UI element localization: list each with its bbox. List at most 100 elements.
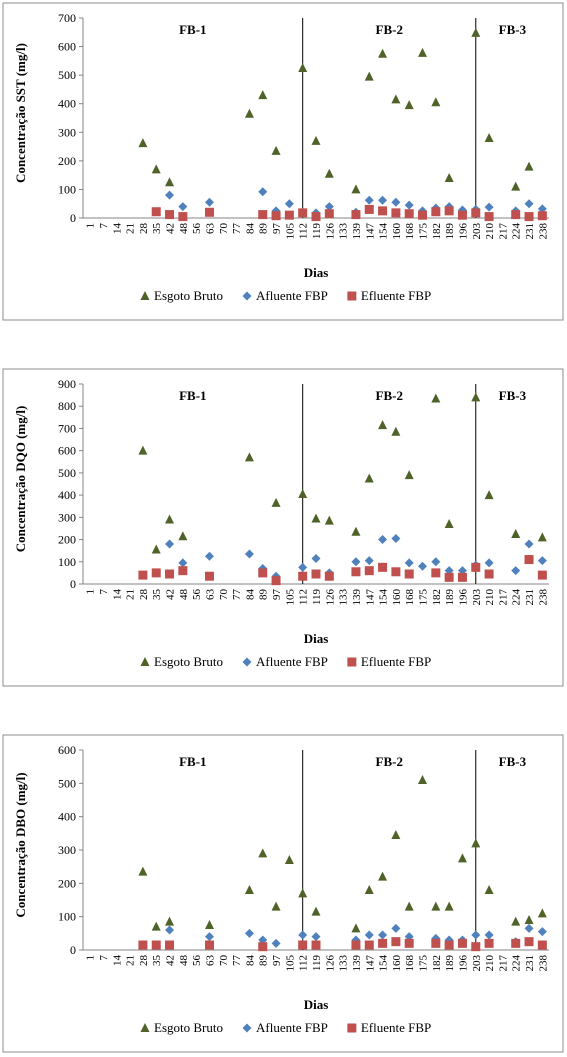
marker-diamond <box>378 535 388 545</box>
marker-triangle <box>138 138 148 148</box>
phase-label: FB-1 <box>179 22 206 37</box>
x-tick-label: 175 <box>418 223 430 240</box>
y-axis-title: Concentração SST (mg/l) <box>13 43 28 183</box>
x-tick-label: 97 <box>271 223 283 235</box>
x-tick-label: 63 <box>204 589 216 601</box>
y-tick-label: 400 <box>58 97 76 111</box>
y-tick-label: 100 <box>58 182 76 196</box>
marker-square <box>151 207 161 217</box>
marker-diamond <box>178 558 188 568</box>
x-tick-label: 203 <box>471 223 483 240</box>
marker-triangle <box>418 47 428 57</box>
x-axis-title: Dias <box>304 265 329 280</box>
marker-triangle <box>484 133 494 142</box>
x-tick-label: 21 <box>125 589 137 600</box>
x-tick-label: 231 <box>524 589 536 606</box>
marker-square <box>324 209 334 219</box>
marker-square <box>378 938 388 948</box>
marker-triangle <box>471 27 481 37</box>
marker-square <box>311 569 321 579</box>
phase-label: FB-1 <box>179 754 206 769</box>
marker-triangle <box>404 100 414 110</box>
marker-triangle <box>444 173 454 182</box>
marker-diamond <box>524 923 534 933</box>
marker-diamond <box>178 202 188 212</box>
marker-square <box>165 569 175 579</box>
y-tick-label: 300 <box>58 843 76 857</box>
x-tick-label: 147 <box>364 589 376 606</box>
x-tick-label: 1 <box>85 955 97 961</box>
x-tick-label: 126 <box>324 589 336 606</box>
y-tick-label: 0 <box>70 577 76 591</box>
marker-square <box>364 204 374 214</box>
marker-triangle <box>537 908 547 918</box>
marker-triangle <box>271 497 281 507</box>
y-tick-label: 800 <box>58 399 76 413</box>
x-tick-label: 7 <box>98 589 110 595</box>
marker-diamond <box>364 556 374 566</box>
x-tick-label: 126 <box>324 223 336 240</box>
marker-square <box>204 940 214 950</box>
x-tick-label: 1 <box>85 589 97 595</box>
x-tick-label: 14 <box>111 223 123 235</box>
marker-diamond <box>258 187 268 197</box>
marker-triangle <box>404 901 414 911</box>
marker-diamond <box>524 539 534 549</box>
marker-triangle <box>244 885 254 894</box>
x-tick-label: 84 <box>244 223 256 235</box>
x-tick-label: 112 <box>298 223 310 239</box>
x-tick-label: 48 <box>178 223 190 235</box>
phase-label: FB-3 <box>499 754 527 769</box>
x-tick-label: 196 <box>457 589 469 606</box>
marker-square <box>204 571 214 581</box>
x-tick-label: 231 <box>524 955 536 972</box>
marker-square <box>138 940 148 950</box>
y-tick-label: 500 <box>58 68 76 82</box>
marker-triangle <box>140 1023 150 1032</box>
y-tick-label: 500 <box>58 776 76 790</box>
marker-triangle <box>165 514 175 524</box>
marker-triangle <box>378 871 388 881</box>
x-tick-label: 28 <box>138 955 150 967</box>
marker-diamond <box>244 928 254 938</box>
x-tick-label: 238 <box>537 955 549 972</box>
x-tick-label: 168 <box>404 589 416 606</box>
marker-square <box>204 207 214 217</box>
marker-square <box>404 209 414 219</box>
marker-square <box>444 206 454 216</box>
marker-diamond <box>404 558 414 568</box>
marker-square <box>311 212 321 222</box>
marker-square <box>511 210 521 220</box>
x-tick-label: 154 <box>378 223 390 240</box>
x-tick-label: 224 <box>511 223 523 240</box>
marker-square <box>457 938 467 948</box>
x-tick-label: 89 <box>258 955 270 967</box>
marker-square <box>418 210 428 220</box>
marker-triangle <box>391 94 401 104</box>
marker-diamond <box>204 932 214 942</box>
marker-square <box>524 212 534 222</box>
x-tick-label: 56 <box>191 223 203 235</box>
marker-triangle <box>298 489 308 498</box>
marker-diamond <box>418 561 428 571</box>
marker-square <box>457 210 467 220</box>
marker-triangle <box>151 921 161 931</box>
marker-triangle <box>204 920 214 929</box>
marker-square <box>444 940 454 950</box>
marker-square <box>165 940 175 950</box>
chart-frame <box>2 368 564 687</box>
y-tick-label: 300 <box>58 510 76 524</box>
x-tick-label: 21 <box>125 955 137 966</box>
legend-label: Afluente FBP <box>256 654 328 669</box>
marker-square <box>271 576 281 586</box>
x-tick-label: 160 <box>391 223 403 240</box>
marker-triangle <box>324 168 334 178</box>
marker-triangle <box>138 445 148 455</box>
marker-square <box>524 937 534 947</box>
x-tick-label: 210 <box>484 589 496 606</box>
marker-diamond <box>311 932 321 942</box>
marker-triangle <box>511 181 521 191</box>
chart: 0 100 200 300 400 500 600 700 1 7 14 21 28 35 42 48 56 63… <box>2 2 564 321</box>
marker-triangle <box>364 71 374 81</box>
marker-square <box>471 208 481 218</box>
